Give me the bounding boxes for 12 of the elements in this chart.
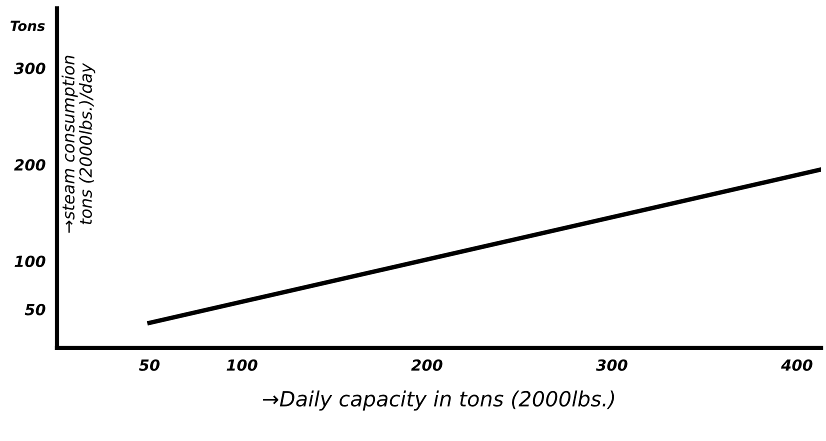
x-tick-label: 100 xyxy=(226,359,258,371)
text: Tons xyxy=(10,20,45,32)
y-axis-title: →steam consumption tons (2000lbs.)/day xyxy=(62,56,96,233)
x-tick-label: 400 xyxy=(781,359,812,371)
x-tick-label: 200 xyxy=(411,359,442,371)
y-tick-label: 200 xyxy=(14,159,46,171)
y-tick-label: 50 xyxy=(24,304,46,316)
y-tick-label: 300 xyxy=(14,62,46,74)
y-tick-label: 100 xyxy=(14,256,46,268)
x-tick-label: 50 xyxy=(139,359,160,371)
x-tick-label: 300 xyxy=(596,359,628,371)
x-axis-title: →Daily capacity in tons (2000lbs.) xyxy=(263,390,614,411)
